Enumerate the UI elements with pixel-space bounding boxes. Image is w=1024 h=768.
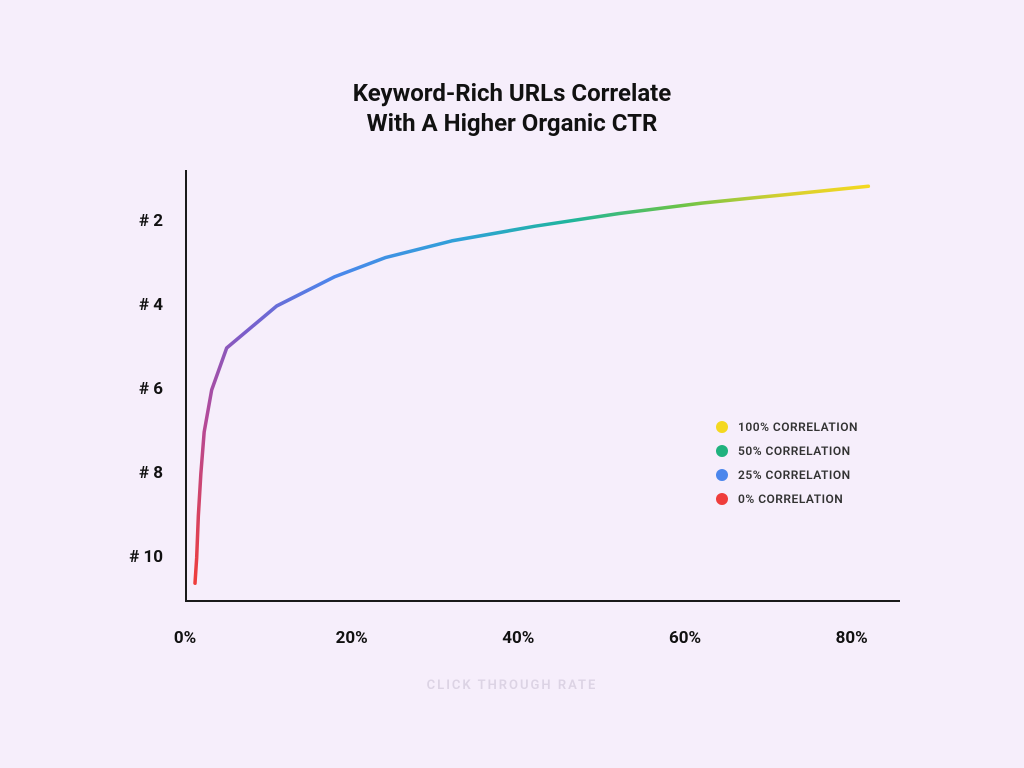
x-tick-label: 80% <box>817 628 887 648</box>
legend-item: 25% CORRELATION <box>716 468 858 482</box>
y-tick-label: # 6 <box>93 379 163 399</box>
y-tick-label: # 8 <box>93 463 163 483</box>
legend-label: 25% CORRELATION <box>738 468 851 482</box>
legend-dot-icon <box>716 493 728 505</box>
curve-line <box>195 186 868 583</box>
legend-dot-icon <box>716 445 728 457</box>
legend: 100% CORRELATION 50% CORRELATION 25% CORRE… <box>716 420 858 506</box>
y-tick-label: # 10 <box>93 547 163 567</box>
chart-title: Keyword-Rich URLs Correlate With A Highe… <box>0 78 1024 138</box>
y-tick-label: # 4 <box>93 295 163 315</box>
legend-item: 0% CORRELATION <box>716 492 858 506</box>
x-axis-line <box>185 600 900 602</box>
legend-label: 0% CORRELATION <box>738 492 843 506</box>
x-tick-label: 20% <box>317 628 387 648</box>
legend-dot-icon <box>716 469 728 481</box>
x-tick-label: 60% <box>650 628 720 648</box>
legend-item: 50% CORRELATION <box>716 444 858 458</box>
chart-canvas: Keyword-Rich URLs Correlate With A Highe… <box>0 0 1024 768</box>
chart-title-line1: Keyword-Rich URLs Correlate <box>353 79 672 107</box>
legend-label: 100% CORRELATION <box>738 420 858 434</box>
legend-item: 100% CORRELATION <box>716 420 858 434</box>
plot-area: # 2# 4# 6# 8# 100%20%40%60%80% <box>185 180 885 600</box>
legend-label: 50% CORRELATION <box>738 444 851 458</box>
x-axis-label: CLICK THROUGH RATE <box>0 678 1024 693</box>
x-tick-label: 40% <box>483 628 553 648</box>
x-tick-label: 0% <box>150 628 220 648</box>
legend-dot-icon <box>716 421 728 433</box>
chart-title-line2: With A Higher Organic CTR <box>367 109 658 137</box>
y-tick-label: # 2 <box>93 211 163 231</box>
curve-svg <box>185 180 885 600</box>
